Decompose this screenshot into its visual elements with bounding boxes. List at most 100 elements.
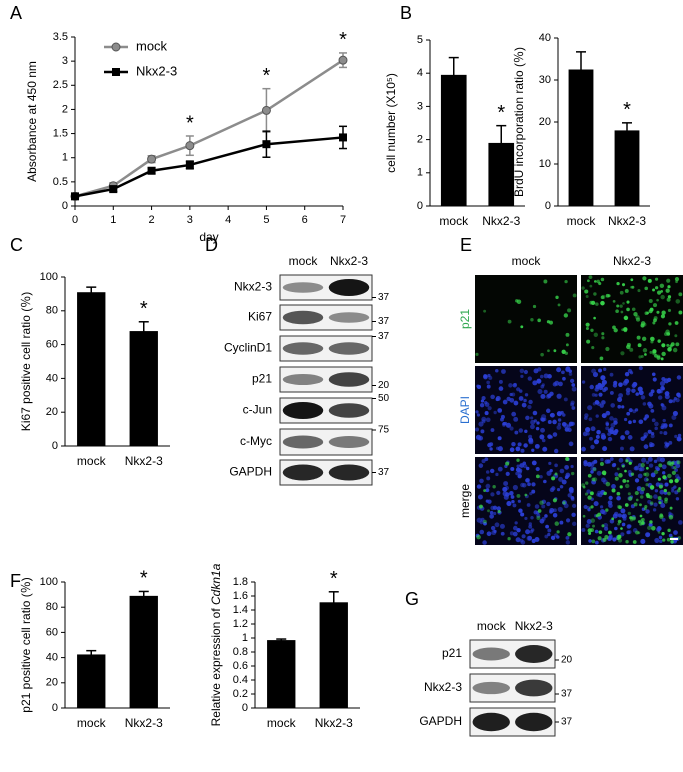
lane-label: mock [477, 619, 507, 633]
nucleus [523, 464, 528, 469]
p21-signal [653, 469, 659, 475]
p21-signal [593, 332, 599, 337]
nucleus [617, 513, 622, 518]
nucleus [627, 435, 633, 440]
nucleus [650, 472, 656, 478]
nucleus [663, 431, 668, 436]
p21-signal [588, 532, 592, 536]
nucleus [572, 503, 577, 509]
nucleus [484, 411, 489, 416]
y-axis-label: BrdU incorporation ratio (％) [512, 47, 526, 197]
y-tick-label: 0 [417, 200, 423, 212]
nucleus [556, 393, 562, 399]
p21-signal [632, 540, 637, 544]
nucleus [550, 535, 556, 541]
p21-signal [602, 537, 607, 542]
p21-signal [590, 328, 594, 332]
significance-star: * [623, 99, 631, 121]
p21-signal [532, 304, 537, 309]
p21-signal [649, 307, 654, 312]
nucleus [518, 468, 523, 473]
nucleus [586, 461, 592, 467]
error-bar [276, 638, 287, 642]
p21-signal [635, 530, 639, 535]
nucleus [611, 483, 616, 489]
p21-signal [536, 516, 541, 521]
p21-signal [614, 476, 619, 481]
x-tick-label: 4 [225, 214, 231, 226]
blot-row-label: Ki67 [248, 310, 272, 324]
p21-signal [635, 317, 641, 322]
y-tick-label: 2 [62, 103, 68, 115]
nucleus [493, 410, 497, 415]
p21-signal [666, 297, 671, 302]
bar [267, 640, 296, 708]
p21-signal [623, 327, 628, 332]
nucleus [557, 506, 563, 513]
p21-signal [628, 496, 633, 501]
y-tick-label: 4 [417, 67, 423, 79]
p21-signal [647, 525, 652, 530]
nucleus [489, 468, 495, 474]
nucleus [563, 423, 569, 429]
nucleus [549, 507, 555, 513]
nucleus [516, 464, 520, 468]
nucleus [600, 457, 604, 462]
nucleus [621, 405, 625, 409]
y-tick-label: 3 [417, 100, 423, 112]
point [262, 140, 271, 149]
p21-signal [615, 309, 619, 313]
nucleus [523, 443, 528, 448]
nucleus [530, 528, 535, 532]
nucleus [489, 442, 494, 447]
p21-signal [669, 479, 674, 484]
p21-signal [593, 280, 597, 283]
nucleus [503, 481, 509, 487]
p21-signal [581, 286, 585, 290]
point [147, 166, 156, 175]
nucleus [490, 525, 496, 531]
p21-signal [649, 350, 653, 354]
p21-signal [601, 524, 605, 528]
nucleus [564, 464, 569, 470]
nucleus [591, 393, 596, 397]
p21-signal [586, 339, 591, 344]
blot-band [328, 436, 370, 448]
x-tick-label: 0 [72, 214, 78, 226]
nucleus [659, 430, 663, 435]
nucleus [635, 392, 639, 396]
nucleus [593, 459, 598, 464]
p21-signal [640, 495, 644, 499]
p21-signal [554, 521, 560, 526]
nucleus [528, 524, 533, 529]
nucleus [520, 482, 525, 488]
nucleus [623, 417, 628, 422]
nucleus [624, 430, 630, 436]
p21-signal [658, 501, 662, 505]
p21-signal [666, 343, 670, 347]
y-tick-label: 0 [52, 702, 58, 714]
p21-signal [475, 352, 479, 356]
nucleus [506, 501, 512, 507]
nucleus [607, 500, 613, 505]
p21-signal [585, 322, 590, 327]
p21-signal [646, 478, 649, 481]
p21-signal [649, 485, 655, 490]
blot-row-label: c-Myc [240, 434, 272, 448]
nucleus [676, 392, 681, 397]
p21-signal [620, 310, 624, 314]
p21-signal [516, 493, 521, 498]
nucleus [537, 367, 542, 372]
p21-signal [652, 321, 656, 325]
nucleus [640, 436, 645, 441]
nucleus [581, 380, 586, 384]
nucleus [546, 501, 551, 507]
nucleus [650, 434, 655, 439]
p21-signal [662, 538, 666, 542]
x-tick-label: 1 [110, 214, 116, 226]
nucleus [662, 471, 666, 475]
nucleus [620, 508, 626, 514]
nucleus [506, 396, 511, 402]
nucleus [528, 437, 534, 443]
p21-signal [617, 519, 622, 524]
